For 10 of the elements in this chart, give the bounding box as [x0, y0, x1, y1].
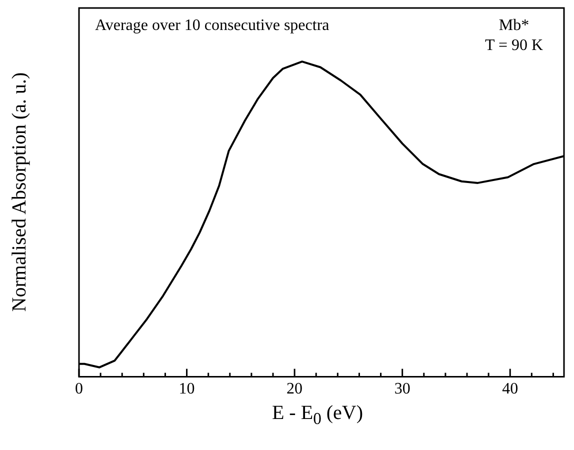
- y-axis-title: Normalised Absorption (a. u.): [8, 72, 32, 312]
- x-tick-label: 30: [394, 380, 410, 398]
- text: Mb*: [498, 17, 530, 34]
- x-tick-label: 40: [502, 380, 518, 398]
- x-tick-label: 10: [178, 380, 195, 398]
- x-tick-label: 20: [286, 380, 303, 398]
- text: Average over 10 consecutive spectra: [95, 17, 330, 34]
- x-axis-title: E - E$_{0}$ (eV): [270, 402, 364, 429]
- text: T = 90 K: [484, 37, 544, 54]
- x-tick-label: 0: [75, 380, 83, 398]
